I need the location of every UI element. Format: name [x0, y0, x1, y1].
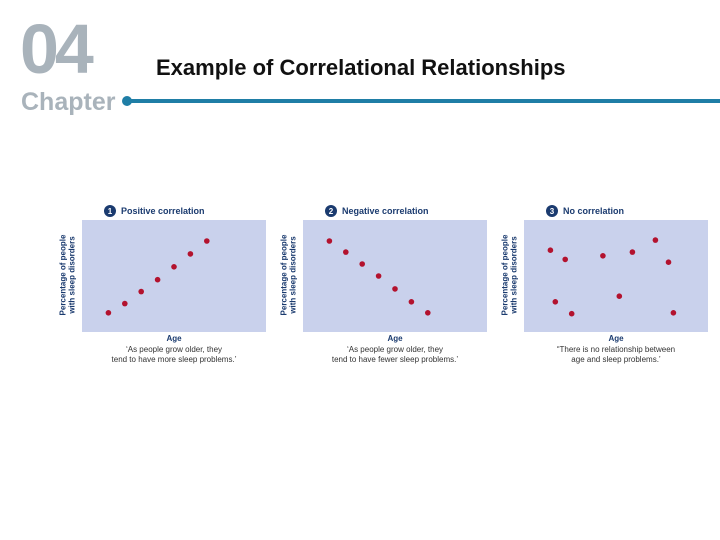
data-point	[600, 253, 606, 259]
panel-caption: “There is no relationship between age an…	[556, 345, 676, 364]
panel-caption: ‘As people grow older, they tend to have…	[331, 345, 459, 364]
negative-correlation-panel: 2 Negative correlation Percentage of peo…	[275, 200, 487, 372]
positive-scatter-plot	[82, 220, 266, 332]
panel-header: 2 Negative correlation	[325, 204, 429, 218]
plot-area	[524, 220, 708, 332]
data-point	[343, 249, 349, 255]
chapter-word: Chapter	[21, 88, 116, 116]
data-point	[552, 299, 559, 305]
data-point	[562, 256, 568, 263]
data-point	[547, 247, 554, 253]
title-rule-dot	[122, 96, 132, 106]
y-axis-label: Percentage of people with sleep disorder…	[500, 234, 519, 316]
slide-title: Example of Correlational Relationships	[156, 55, 566, 80]
data-point	[375, 273, 382, 279]
panel-header: 1 Positive correlation	[104, 204, 205, 218]
x-axis-label: Age	[166, 334, 182, 343]
data-point	[568, 310, 575, 317]
data-point	[187, 251, 194, 257]
chapter-number: 04	[20, 10, 94, 88]
panel-caption: ‘As people grow older, they tend to have…	[111, 345, 237, 364]
panel-header: 3 No correlation	[546, 204, 624, 218]
x-axis-label: Age	[387, 334, 403, 343]
y-axis-label: Percentage of people with sleep disorder…	[279, 234, 298, 316]
panel-title: Positive correlation	[121, 206, 205, 216]
panel-title: No correlation	[563, 206, 625, 216]
data-point	[652, 237, 659, 243]
data-point	[326, 238, 333, 244]
data-point	[122, 300, 128, 307]
data-point	[138, 288, 144, 295]
data-point	[359, 261, 365, 267]
data-point	[629, 249, 636, 255]
panel-number-badge: 2	[325, 205, 337, 217]
data-point	[204, 238, 210, 244]
plot-area	[303, 220, 487, 332]
data-point	[171, 264, 177, 270]
no-correlation-scatter-plot	[524, 220, 708, 332]
positive-correlation-panel: 1 Positive correlation Percentage of peo…	[54, 200, 266, 372]
data-point	[392, 286, 398, 292]
no-correlation-panel: 3 No correlation Percentage of people wi…	[496, 200, 708, 372]
panel-title: Negative correlation	[342, 206, 429, 216]
data-point	[616, 293, 623, 299]
data-point	[425, 310, 431, 316]
plot-area	[82, 220, 266, 332]
y-axis-label: Percentage of people with sleep disorder…	[58, 234, 77, 316]
data-point	[408, 299, 415, 305]
negative-scatter-plot	[303, 220, 487, 332]
title-rule	[128, 99, 720, 103]
panel-number-badge: 3	[546, 205, 558, 217]
data-point	[670, 310, 677, 316]
data-point	[665, 259, 672, 265]
x-axis-label: Age	[608, 334, 624, 343]
data-point	[154, 276, 161, 283]
panel-number-badge: 1	[104, 205, 116, 217]
data-point	[105, 310, 112, 316]
